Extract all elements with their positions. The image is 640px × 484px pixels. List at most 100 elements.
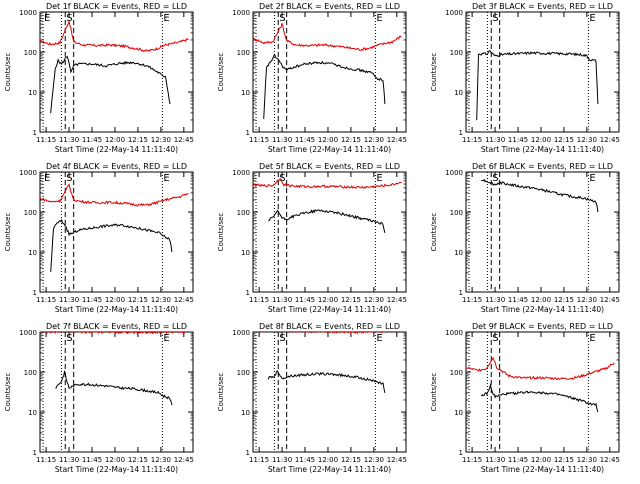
x-tick-label: 12:00 bbox=[318, 456, 338, 464]
x-tick-label: 12:15 bbox=[554, 136, 574, 144]
y-tick-label: 10 bbox=[241, 409, 250, 417]
lld-series-line bbox=[253, 178, 402, 189]
time-marker-label: S bbox=[492, 333, 498, 344]
y-axis-label: Counts/sec bbox=[4, 373, 12, 412]
x-tick-label: 12:45 bbox=[387, 456, 407, 464]
x-tick-label: 12:00 bbox=[105, 456, 125, 464]
x-tick-label: 12:30 bbox=[151, 296, 171, 304]
x-tick-label: 11:45 bbox=[295, 456, 315, 464]
x-tick-label: 12:45 bbox=[600, 456, 620, 464]
y-tick-label: 10 bbox=[454, 409, 463, 417]
time-marker-label: E bbox=[376, 333, 382, 344]
x-tick-label: 11:45 bbox=[508, 296, 528, 304]
events-series-line bbox=[55, 369, 173, 406]
time-marker-label: E bbox=[589, 333, 595, 344]
events-series-line bbox=[481, 178, 599, 213]
x-tick-label: 11:30 bbox=[59, 456, 79, 464]
x-tick-label: 12:15 bbox=[128, 296, 148, 304]
lld-series-line bbox=[40, 183, 189, 207]
y-tick-label: 10 bbox=[28, 249, 37, 257]
time-marker-label: E bbox=[589, 13, 595, 24]
x-axis-label: Start Time (22-May-14 11:11:40) bbox=[268, 305, 391, 314]
x-tick-label: 11:15 bbox=[36, 136, 56, 144]
plot-frame bbox=[39, 331, 194, 453]
y-tick-label: 1000 bbox=[445, 9, 463, 17]
y-tick-label: 10 bbox=[28, 409, 37, 417]
y-axis-label: Counts/sec bbox=[217, 53, 225, 92]
events-series-line bbox=[263, 53, 386, 119]
y-tick-label: 1 bbox=[246, 129, 250, 137]
x-axis-label: Start Time (22-May-14 11:11:40) bbox=[55, 465, 178, 474]
y-tick-label: 100 bbox=[237, 209, 250, 217]
y-axis-label: Counts/sec bbox=[430, 53, 438, 92]
lld-series-line bbox=[466, 356, 615, 381]
panel-title: Det 4f BLACK = Events, RED = LLD bbox=[46, 162, 187, 171]
x-tick-label: 12:45 bbox=[600, 136, 620, 144]
x-tick-label: 12:00 bbox=[531, 456, 551, 464]
y-tick-label: 1000 bbox=[19, 329, 37, 337]
time-marker-label: S bbox=[279, 13, 285, 24]
y-tick-label: 1000 bbox=[19, 9, 37, 17]
x-tick-label: 12:30 bbox=[577, 456, 597, 464]
events-series-line bbox=[267, 370, 386, 394]
x-tick-label: 12:15 bbox=[128, 456, 148, 464]
events-series-line bbox=[476, 50, 599, 121]
x-tick-label: 11:45 bbox=[82, 296, 102, 304]
x-tick-label: 11:15 bbox=[462, 296, 482, 304]
x-tick-label: 11:30 bbox=[485, 136, 505, 144]
events-series-line bbox=[50, 55, 171, 114]
y-tick-label: 1 bbox=[33, 289, 37, 297]
x-tick-label: 12:30 bbox=[577, 296, 597, 304]
x-tick-label: 12:00 bbox=[105, 136, 125, 144]
y-tick-label: 10 bbox=[454, 89, 463, 97]
lld-series-line bbox=[253, 23, 402, 52]
x-tick-label: 11:45 bbox=[508, 456, 528, 464]
y-tick-label: 1000 bbox=[232, 9, 250, 17]
x-tick-label: 11:15 bbox=[462, 136, 482, 144]
x-tick-label: 12:15 bbox=[341, 296, 361, 304]
x-tick-label: 12:45 bbox=[387, 296, 407, 304]
y-tick-label: 1000 bbox=[445, 329, 463, 337]
plot-frame bbox=[465, 171, 620, 293]
y-tick-label: 10 bbox=[454, 249, 463, 257]
x-tick-label: 12:30 bbox=[151, 456, 171, 464]
time-marker-label: S bbox=[279, 173, 285, 184]
x-tick-label: 12:45 bbox=[174, 456, 194, 464]
time-marker-label: S bbox=[66, 333, 72, 344]
plot-frame bbox=[252, 331, 407, 453]
time-marker-label: E bbox=[589, 173, 595, 184]
x-tick-label: 11:45 bbox=[508, 136, 528, 144]
x-axis-label: Start Time (22-May-14 11:11:40) bbox=[481, 145, 604, 154]
plot-frame bbox=[252, 171, 407, 293]
x-axis-label: Start Time (22-May-14 11:11:40) bbox=[481, 465, 604, 474]
x-tick-label: 12:45 bbox=[387, 136, 407, 144]
y-axis-label: Counts/sec bbox=[430, 213, 438, 252]
events-series-line bbox=[268, 208, 386, 234]
time-marker-label: E bbox=[376, 13, 382, 24]
panel-title: Det 2f BLACK = Events, RED = LLD bbox=[259, 2, 400, 11]
plot-frame bbox=[252, 11, 407, 133]
x-axis-label: Start Time (22-May-14 11:11:40) bbox=[481, 305, 604, 314]
y-tick-label: 10 bbox=[241, 89, 250, 97]
time-marker-label: E bbox=[376, 173, 382, 184]
x-axis-label: Start Time (22-May-14 11:11:40) bbox=[55, 305, 178, 314]
time-marker-label: E bbox=[163, 13, 169, 24]
panel-title: Det 7f BLACK = Events, RED = LLD bbox=[46, 322, 187, 331]
y-tick-label: 1 bbox=[33, 129, 37, 137]
x-tick-label: 12:15 bbox=[341, 456, 361, 464]
y-tick-label: 1 bbox=[459, 289, 463, 297]
y-tick-label: 100 bbox=[24, 369, 37, 377]
panel-title: Det 5f BLACK = Events, RED = LLD bbox=[259, 162, 400, 171]
y-tick-label: 10 bbox=[28, 89, 37, 97]
x-tick-label: 12:45 bbox=[174, 296, 194, 304]
panel-title: Det 1f BLACK = Events, RED = LLD bbox=[46, 2, 187, 11]
y-tick-label: 10 bbox=[241, 249, 250, 257]
x-tick-label: 11:45 bbox=[295, 136, 315, 144]
panel-title: Det 6f BLACK = Events, RED = LLD bbox=[472, 162, 613, 171]
y-tick-label: 100 bbox=[450, 209, 463, 217]
panel-title: Det 3f BLACK = Events, RED = LLD bbox=[472, 2, 613, 11]
x-tick-label: 12:15 bbox=[128, 136, 148, 144]
events-series-line bbox=[50, 218, 173, 272]
